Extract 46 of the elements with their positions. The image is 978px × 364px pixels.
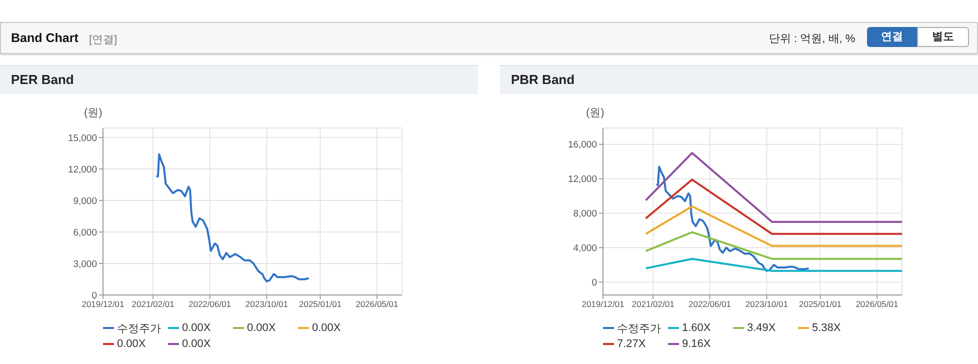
- chart-title: PBR Band: [511, 72, 575, 87]
- x-tick-label: 2025/01/01: [298, 299, 342, 310]
- legend-label: 수정주가: [117, 322, 161, 336]
- y-tick-label: 0: [92, 290, 97, 302]
- legend-label: 5.38X: [812, 322, 841, 334]
- x-tick-label: 2019/12/01: [82, 299, 125, 310]
- text: [연결]: [89, 33, 118, 47]
- x-tick-label: 2026/05/01: [356, 299, 399, 310]
- x-tick-label: 2022/06/01: [688, 299, 732, 310]
- text: 연결: [867, 27, 917, 47]
- x-tick-label: 2021/02/01: [132, 299, 175, 310]
- legend-label: 0.00X: [182, 338, 211, 350]
- y-tick-label: 16,000: [568, 140, 597, 151]
- legend-label: 7.27X: [617, 338, 646, 350]
- line-series: [155, 153, 310, 282]
- x-tick-label: 2023/10/01: [245, 299, 288, 310]
- x-tick-label: 2023/10/01: [745, 299, 788, 310]
- legend-label: 수정주가: [617, 322, 661, 336]
- legend-label: 0.00X: [247, 322, 276, 334]
- y-tick-label: 15,000: [68, 132, 97, 144]
- x-tick-label: 2025/01/01: [798, 299, 842, 310]
- legend-label: 3.49X: [747, 322, 776, 334]
- y-tick-label: 4,000: [573, 243, 597, 254]
- y-tick-label: 12,000: [68, 164, 97, 176]
- legend-label: 1.60X: [682, 322, 711, 334]
- y-axis-title: (원): [84, 106, 102, 120]
- text: Band Chart: [11, 31, 78, 45]
- x-tick-label: 2019/12/01: [582, 299, 625, 310]
- y-tick-label: 6,000: [73, 227, 97, 238]
- legend-label: 0.00X: [182, 322, 211, 334]
- y-tick-label: 8,000: [573, 208, 597, 220]
- y-axis-title: (원): [586, 106, 604, 120]
- y-tick-label: 9,000: [73, 196, 97, 207]
- y-tick-label: 3,000: [73, 258, 97, 270]
- x-tick-label: 2022/06/01: [188, 299, 232, 310]
- legend-label: 9.16X: [682, 338, 711, 350]
- line-series: [655, 166, 810, 272]
- legend-label: 0.00X: [117, 338, 146, 350]
- legend-label: 0.00X: [312, 322, 341, 334]
- x-tick-label: 2021/02/01: [632, 299, 675, 310]
- chart-title: PER Band: [11, 72, 74, 87]
- text: 별도: [917, 27, 969, 47]
- y-tick-label: 0: [592, 277, 597, 288]
- x-tick-label: 2026/05/01: [856, 299, 899, 310]
- y-tick-label: 12,000: [568, 174, 597, 186]
- text: 단위 : 억원, 배, %: [769, 32, 856, 46]
